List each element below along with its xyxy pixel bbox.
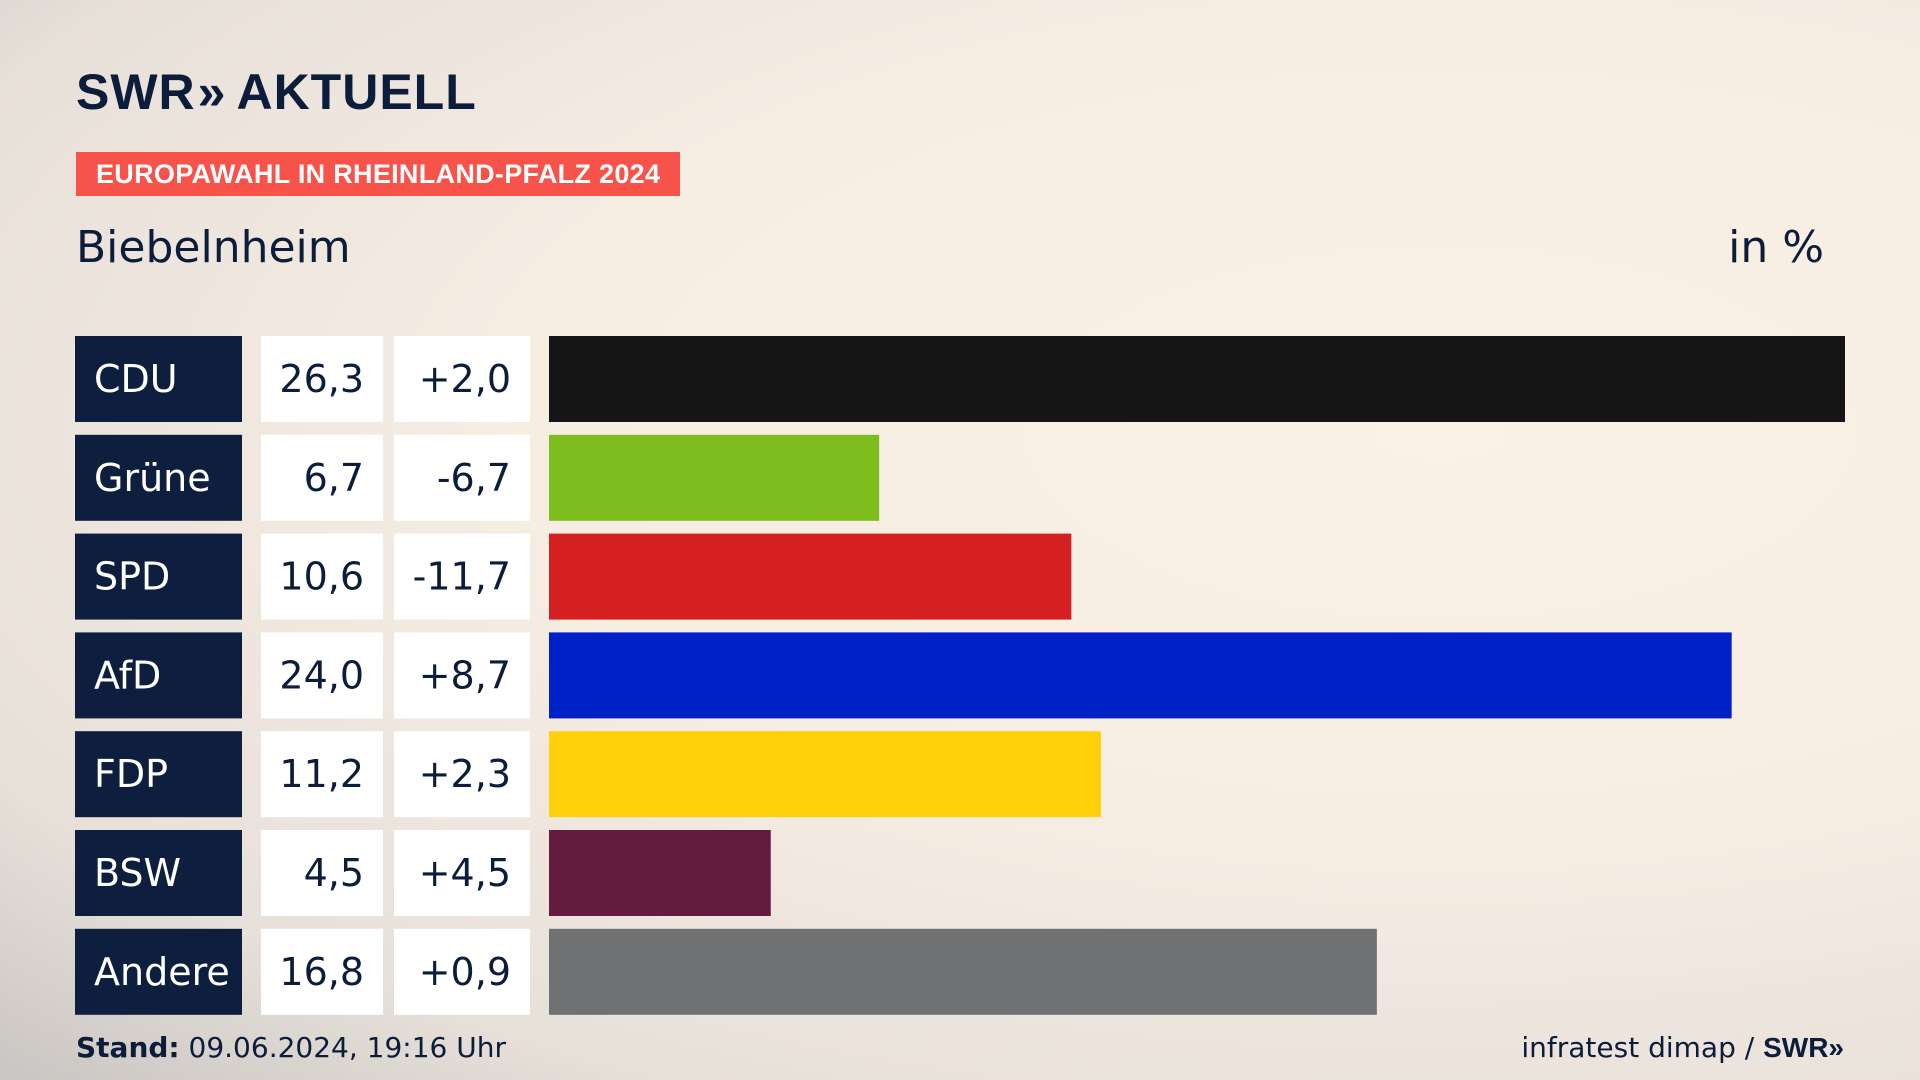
change-label-andere: +0,9 — [419, 950, 511, 994]
change-box-fdp — [394, 731, 530, 818]
change-label-cdu: +2,0 — [419, 357, 511, 401]
value-label-spd: 10,6 — [279, 555, 364, 599]
party-label-box-gr-ne — [75, 434, 242, 521]
value-label-cdu: 26,3 — [279, 357, 364, 401]
source-credit: infratest dimap / SWR» — [1521, 1030, 1844, 1066]
change-label-spd: -11,7 — [413, 555, 511, 599]
bar-andere — [549, 928, 1377, 1015]
value-box-fdp — [261, 731, 383, 818]
value-label-bsw: 4,5 — [304, 851, 364, 895]
logo-aktuell: AKTUELL — [236, 64, 477, 120]
stand-label: Stand: — [76, 1031, 180, 1064]
change-label-fdp: +2,3 — [419, 752, 511, 796]
unit-label: in % — [1728, 222, 1824, 273]
party-label-box-andere — [75, 928, 242, 1015]
swr-small-logo: SWR» — [1763, 1032, 1844, 1063]
change-box-afd — [394, 632, 530, 719]
change-box-andere — [394, 928, 530, 1015]
party-label-bsw: BSW — [94, 851, 181, 895]
bar-gr-ne — [549, 434, 880, 521]
value-box-cdu — [261, 336, 383, 422]
bar-spd — [549, 533, 1072, 620]
stand-value: 09.06.2024, 19:16 Uhr — [188, 1031, 506, 1064]
value-label-afd: 24,0 — [279, 653, 364, 697]
party-label-gr-ne: Grüne — [94, 456, 211, 500]
bar-afd — [549, 632, 1732, 719]
election-badge: EUROPAWAHL IN RHEINLAND-PFALZ 2024 — [76, 152, 681, 196]
value-label-fdp: 11,2 — [279, 752, 364, 796]
change-label-afd: +8,7 — [419, 653, 511, 697]
party-label-box-spd — [75, 533, 242, 620]
timestamp: Stand: 09.06.2024, 19:16 Uhr — [76, 1030, 506, 1066]
value-box-spd — [261, 533, 383, 620]
party-label-box-afd — [75, 632, 242, 719]
value-label-andere: 16,8 — [279, 950, 364, 994]
value-box-andere — [261, 928, 383, 1015]
logo-swr: SWR — [76, 64, 196, 120]
bar-cdu — [549, 336, 1845, 422]
party-label-box-bsw — [75, 830, 242, 916]
party-label-spd: SPD — [94, 555, 170, 599]
swr-aktuell-logo: SWR» AKTUELL — [76, 62, 477, 122]
change-box-gr-ne — [394, 434, 530, 521]
party-label-afd: AfD — [94, 653, 161, 697]
party-label-fdp: FDP — [94, 752, 168, 796]
value-label-gr-ne: 6,7 — [304, 456, 364, 500]
value-box-bsw — [261, 830, 383, 916]
value-box-afd — [261, 632, 383, 719]
value-box-gr-ne — [261, 434, 383, 521]
region-title: Biebelnheim — [76, 222, 351, 273]
change-box-bsw — [394, 830, 530, 916]
change-label-gr-ne: -6,7 — [437, 456, 511, 500]
bar-bsw — [549, 830, 771, 916]
bar-fdp — [549, 731, 1101, 818]
change-box-cdu — [394, 336, 530, 422]
source-label: infratest dimap / — [1521, 1031, 1755, 1064]
logo-chevron-icon: » — [197, 64, 227, 120]
party-label-andere: Andere — [94, 950, 230, 994]
party-label-box-fdp — [75, 731, 242, 818]
change-box-spd — [394, 533, 530, 620]
change-label-bsw: +4,5 — [419, 851, 511, 895]
party-label-cdu: CDU — [94, 357, 178, 401]
party-label-box-cdu — [75, 336, 242, 422]
